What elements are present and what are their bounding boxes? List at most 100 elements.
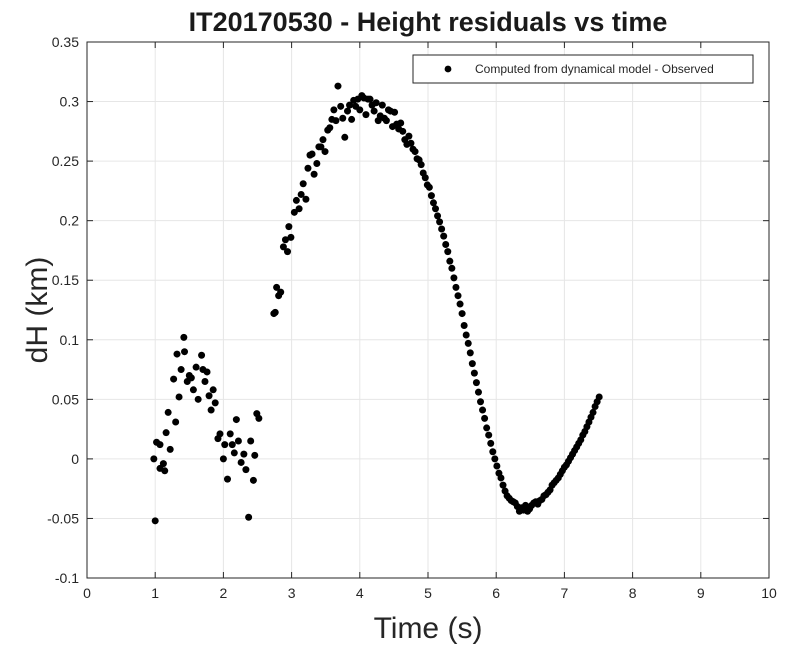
data-point [493,462,501,470]
data-point [228,441,236,449]
data-point [448,264,456,272]
data-point [489,448,497,456]
data-point [203,368,211,376]
data-point [425,183,433,191]
x-tick-label: 3 [288,585,296,601]
data-point [399,127,407,135]
data-point [180,333,188,341]
data-point [456,300,464,308]
data-point [474,388,482,396]
data-point [362,111,370,119]
data-point [251,451,259,459]
data-point [446,257,454,265]
data-point [151,517,159,525]
data-point [485,431,493,439]
x-tick-label: 0 [83,585,91,601]
data-point [317,143,325,151]
data-point [247,437,255,445]
data-point [237,458,245,466]
data-point [245,513,253,521]
data-point [209,386,217,394]
data-point [211,399,219,407]
data-point [207,406,215,414]
data-point [458,310,466,318]
data-point [192,363,200,371]
data-point [292,196,300,204]
data-point [450,274,458,282]
data-point [472,379,480,387]
data-point [427,192,435,200]
data-point [411,148,419,156]
x-tick-label: 9 [697,585,705,601]
data-point [189,386,197,394]
data-point [462,331,470,339]
data-point [164,408,172,416]
data-point [491,455,499,463]
y-tick-label: 0.25 [52,153,79,169]
data-point [150,455,158,463]
data-point [226,430,234,438]
data-point [405,132,413,140]
data-point [334,82,342,90]
data-point [434,212,442,220]
x-tick-label: 5 [424,585,432,601]
data-point [440,232,448,240]
data-point [468,360,476,368]
data-point [417,161,425,169]
data-point [391,108,399,116]
data-point [589,408,597,416]
data-point [242,466,250,474]
data-point [421,174,429,182]
data-point [319,136,327,144]
data-point [344,107,352,115]
data-point [366,95,374,103]
data-point [487,439,495,447]
data-point [477,398,485,406]
data-point [595,393,603,401]
data-point [170,375,178,383]
x-tick-label: 4 [356,585,364,601]
y-tick-label: -0.05 [47,510,79,526]
data-point [290,208,298,216]
data-point [159,460,167,468]
data-point [310,170,318,178]
data-point [299,180,307,188]
x-tick-label: 8 [629,585,637,601]
data-point [277,288,285,296]
data-point [219,455,227,463]
data-point [326,124,334,132]
data-point [372,99,380,107]
y-tick-label: 0.15 [52,272,79,288]
data-point [499,481,507,489]
data-point [221,441,229,449]
x-tick-label: 1 [151,585,159,601]
x-tick-label: 7 [561,585,569,601]
data-point [201,377,209,385]
data-point [442,240,450,248]
data-point [464,339,472,347]
data-point [285,223,293,231]
y-tick-label: 0.35 [52,34,79,50]
data-point [175,393,183,401]
data-point [255,414,263,422]
axis-ticks: 0 1 2 3 4 5 6 7 8 9 10 -0.1 -0.05 0 0.05 0.1 0.15 0.2 0.25… [47,34,777,601]
data-point [460,321,468,329]
data-point [341,133,349,141]
data-point [279,243,287,251]
data-point [356,106,364,114]
legend-marker [444,65,452,73]
data-point [348,115,356,123]
data-point [483,424,491,432]
data-point [313,159,321,167]
data-point [497,474,505,482]
chart-title: IT20170530 - Height residuals vs time [189,7,668,37]
y-tick-label: 0.3 [60,94,80,110]
x-tick-label: 6 [492,585,500,601]
data-point [481,414,489,422]
legend-entry: Computed from dynamical model - Observed [475,62,714,76]
data-point [187,374,195,382]
data-point [332,117,340,125]
data-point [382,117,390,125]
data-point [205,392,213,400]
